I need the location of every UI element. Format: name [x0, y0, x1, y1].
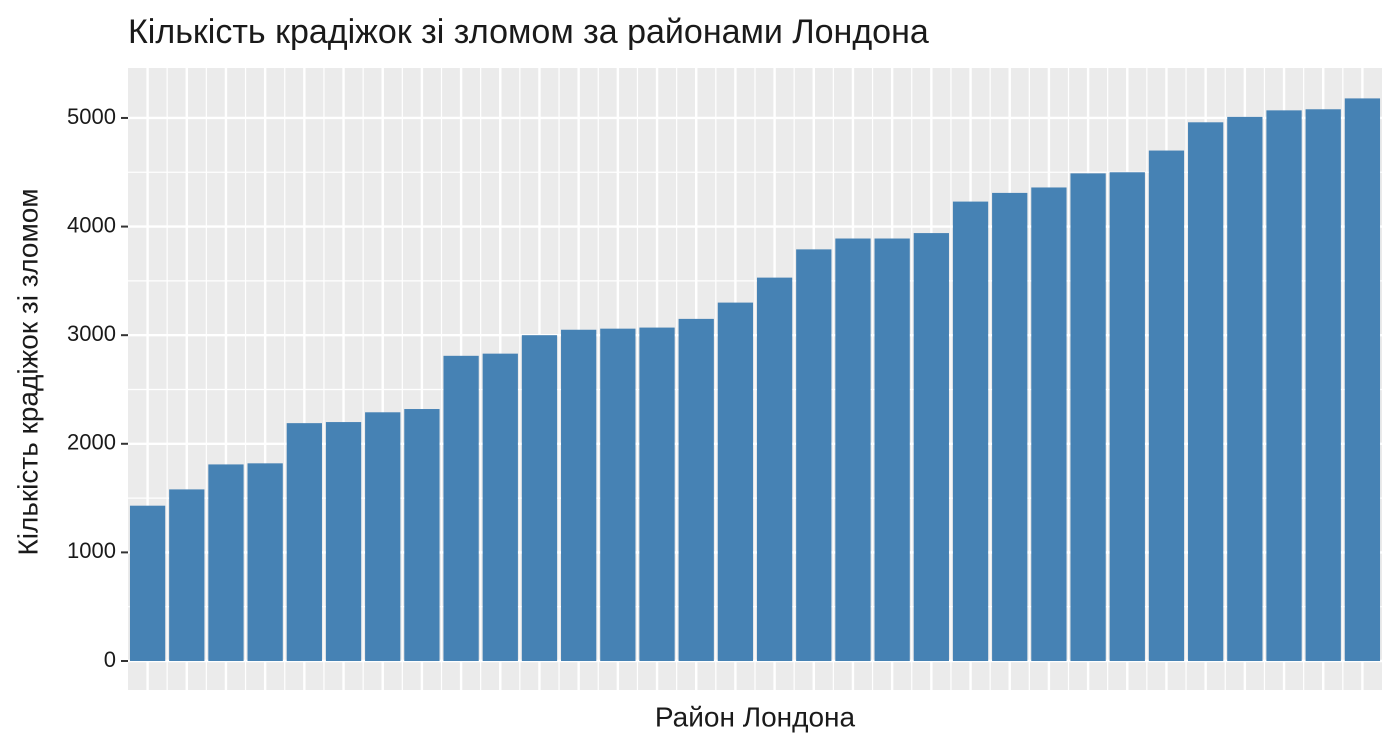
bar [756, 277, 793, 662]
y-tick-label: 0 [104, 647, 116, 672]
bar [952, 201, 989, 662]
bar [325, 422, 362, 662]
bar [1344, 98, 1381, 662]
bar [874, 238, 910, 662]
bar [561, 329, 597, 662]
bar [247, 463, 283, 662]
bar [835, 238, 871, 662]
y-tick-label: 2000 [67, 430, 116, 455]
bar [208, 464, 244, 662]
y-tick-label: 5000 [67, 104, 116, 129]
bar [1070, 173, 1106, 662]
bar [1305, 109, 1341, 662]
bar [443, 355, 479, 662]
bar [482, 353, 518, 662]
bar [639, 327, 675, 662]
y-axis-label: Кількість крадіжок зі зломом [12, 188, 43, 555]
bar [521, 335, 558, 662]
bar [169, 489, 205, 662]
bar [1188, 122, 1224, 662]
bar [796, 249, 832, 662]
y-tick-label: 1000 [67, 538, 116, 563]
bar [286, 423, 322, 662]
bar [1266, 110, 1302, 662]
bar [365, 412, 401, 662]
bar [600, 328, 636, 662]
bar [913, 233, 949, 662]
bar [992, 192, 1028, 662]
bar [1148, 150, 1185, 662]
x-axis-label: Район Лондона [655, 701, 856, 732]
bar [678, 318, 714, 662]
bar [1109, 172, 1145, 662]
chart-title: Кількість крадіжок зі зломом за районами… [128, 13, 929, 51]
bar [717, 302, 754, 662]
y-tick-label: 4000 [67, 212, 116, 237]
bar [1227, 116, 1263, 662]
bar [404, 409, 440, 662]
bar [129, 505, 166, 662]
bar [1031, 187, 1067, 662]
y-tick-label: 3000 [67, 321, 116, 346]
